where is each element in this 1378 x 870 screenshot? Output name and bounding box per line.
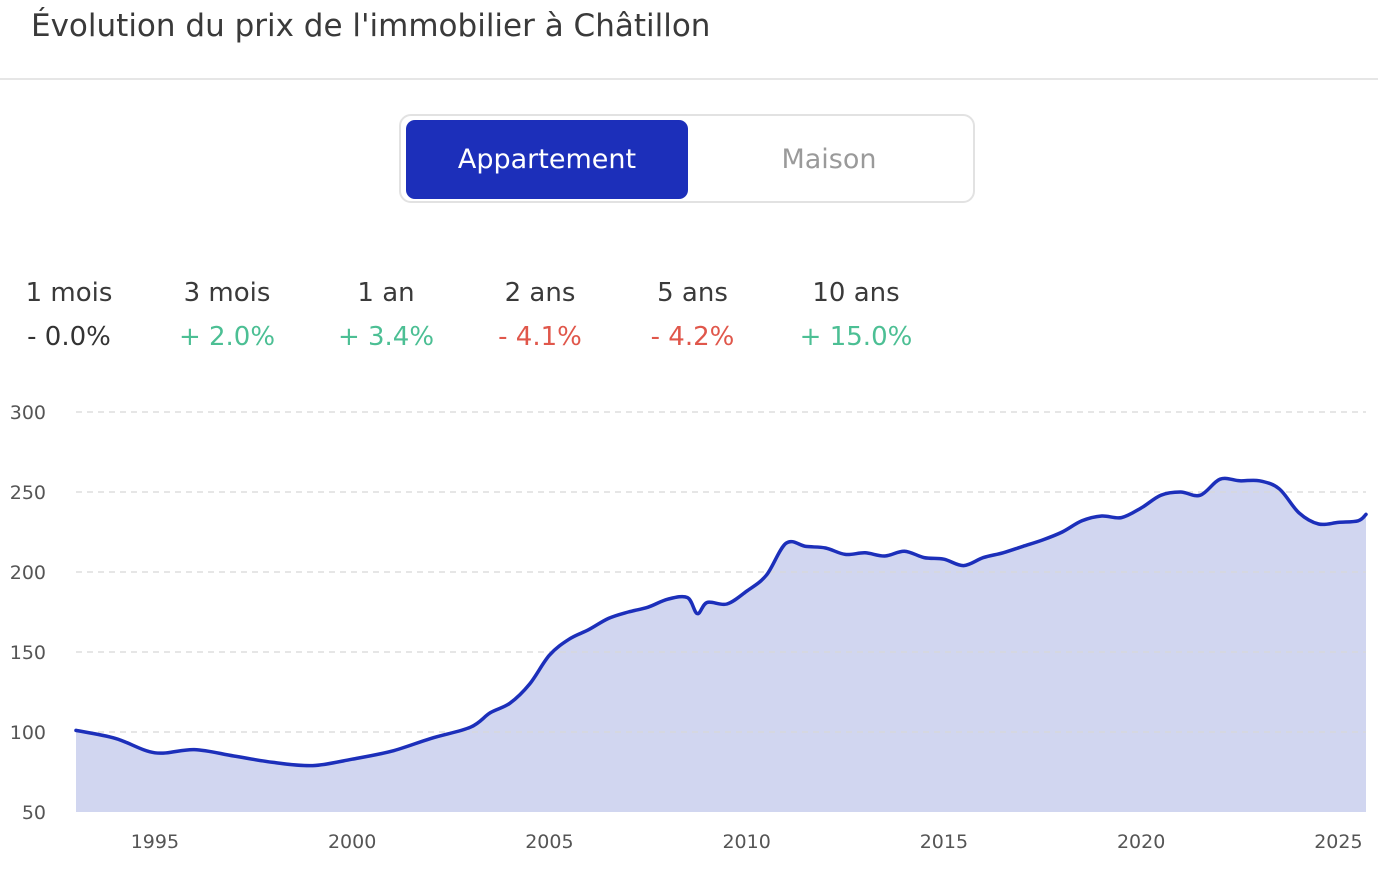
data-point bbox=[567, 638, 571, 641]
x-tick-label: 2005 bbox=[525, 831, 573, 853]
data-point bbox=[1278, 487, 1281, 490]
data-point bbox=[548, 654, 551, 657]
data-point bbox=[784, 542, 788, 545]
data-point bbox=[311, 764, 314, 767]
stat-label: 1 mois bbox=[25, 278, 113, 308]
data-point bbox=[1258, 479, 1261, 482]
appartement-button[interactable]: Appartement bbox=[406, 120, 688, 199]
data-point bbox=[942, 558, 946, 561]
data-point bbox=[1297, 511, 1301, 514]
y-tick-label: 150 bbox=[10, 642, 46, 664]
stat-2-ans: 2 ans - 4.1% bbox=[480, 278, 600, 352]
x-tick-label: 2000 bbox=[328, 831, 376, 853]
maison-button[interactable]: Maison bbox=[781, 144, 877, 175]
stat-value: + 15.0% bbox=[799, 322, 913, 352]
data-point bbox=[528, 682, 531, 686]
stat-1-mois: 1 mois - 0.0% bbox=[10, 278, 128, 352]
data-point bbox=[883, 554, 886, 558]
data-point bbox=[1317, 522, 1320, 526]
data-point bbox=[627, 610, 630, 614]
stat-label: 10 ans bbox=[812, 278, 900, 308]
data-point bbox=[863, 551, 867, 554]
data-point bbox=[1001, 551, 1005, 554]
x-tick-label: 2025 bbox=[1314, 831, 1362, 853]
stat-3-mois: 3 mois + 2.0% bbox=[163, 278, 291, 352]
stat-value: - 4.1% bbox=[498, 322, 582, 352]
price-chart: 50 100 150 200 250 300 1995 2000 2005 2010 2015 202… bbox=[10, 402, 1368, 853]
stat-label: 3 mois bbox=[183, 278, 271, 308]
x-tick-label: 1995 bbox=[131, 831, 179, 853]
y-tick-label: 200 bbox=[10, 562, 46, 584]
data-point bbox=[725, 602, 729, 606]
stat-value: + 3.4% bbox=[337, 322, 435, 352]
header-divider bbox=[0, 78, 1378, 80]
page-title: Évolution du prix de l'immobilier à Chât… bbox=[31, 8, 711, 44]
data-point bbox=[982, 556, 985, 559]
data-point bbox=[1337, 521, 1340, 524]
data-point bbox=[193, 748, 196, 751]
x-tick-label: 2015 bbox=[920, 831, 968, 853]
data-point bbox=[922, 556, 926, 559]
data-point bbox=[1218, 478, 1222, 481]
data-point bbox=[696, 612, 699, 615]
data-point bbox=[469, 726, 472, 729]
data-point bbox=[1159, 494, 1163, 497]
data-point bbox=[607, 617, 610, 620]
y-tick-label: 50 bbox=[22, 802, 46, 824]
data-point bbox=[745, 590, 748, 593]
data-point bbox=[390, 750, 393, 753]
stat-10-ans: 10 ans + 15.0% bbox=[788, 278, 924, 352]
data-point bbox=[962, 564, 965, 567]
data-point bbox=[1364, 513, 1368, 516]
y-tick-label: 250 bbox=[10, 482, 46, 504]
data-point bbox=[1238, 479, 1241, 482]
chart-area-fill bbox=[76, 478, 1366, 812]
stat-label: 2 ans bbox=[504, 278, 576, 308]
data-point bbox=[1021, 545, 1024, 548]
data-point bbox=[804, 545, 808, 548]
stat-value: + 2.0% bbox=[178, 322, 276, 352]
y-tick-label: 100 bbox=[10, 722, 46, 744]
data-point bbox=[489, 711, 492, 714]
data-point bbox=[232, 754, 235, 758]
data-point bbox=[765, 574, 768, 577]
property-type-toggle: Appartement Maison bbox=[399, 114, 975, 203]
stat-1-an: 1 an + 3.4% bbox=[322, 278, 450, 352]
y-tick-label: 300 bbox=[10, 402, 46, 424]
data-point bbox=[153, 751, 157, 754]
stat-value: - 0.0% bbox=[27, 322, 111, 352]
data-point bbox=[686, 596, 689, 599]
data-point bbox=[1080, 519, 1084, 522]
data-point bbox=[1120, 516, 1123, 519]
data-point bbox=[844, 553, 847, 556]
data-point bbox=[903, 550, 906, 553]
data-point bbox=[1061, 530, 1064, 534]
data-point bbox=[1100, 514, 1103, 518]
data-point bbox=[1139, 506, 1143, 510]
x-tick-label: 2020 bbox=[1117, 831, 1165, 853]
data-point bbox=[1199, 494, 1202, 497]
data-point bbox=[705, 601, 709, 604]
data-point bbox=[587, 628, 591, 631]
stat-label: 1 an bbox=[357, 278, 415, 308]
stat-label: 5 ans bbox=[657, 278, 728, 308]
data-point bbox=[114, 737, 117, 740]
data-point bbox=[646, 606, 650, 609]
data-point bbox=[429, 737, 433, 740]
data-point bbox=[508, 702, 512, 705]
stat-value: - 4.2% bbox=[650, 322, 735, 352]
data-point bbox=[1041, 538, 1044, 542]
data-point bbox=[824, 546, 827, 550]
data-point bbox=[666, 598, 669, 601]
x-tick-label: 2010 bbox=[722, 831, 770, 853]
data-point bbox=[1356, 519, 1360, 522]
data-point bbox=[350, 758, 354, 761]
stat-5-ans: 5 ans - 4.2% bbox=[630, 278, 755, 352]
data-point bbox=[1179, 490, 1182, 494]
series-line bbox=[74, 476, 1368, 768]
data-point bbox=[272, 761, 275, 764]
data-point bbox=[74, 729, 78, 732]
